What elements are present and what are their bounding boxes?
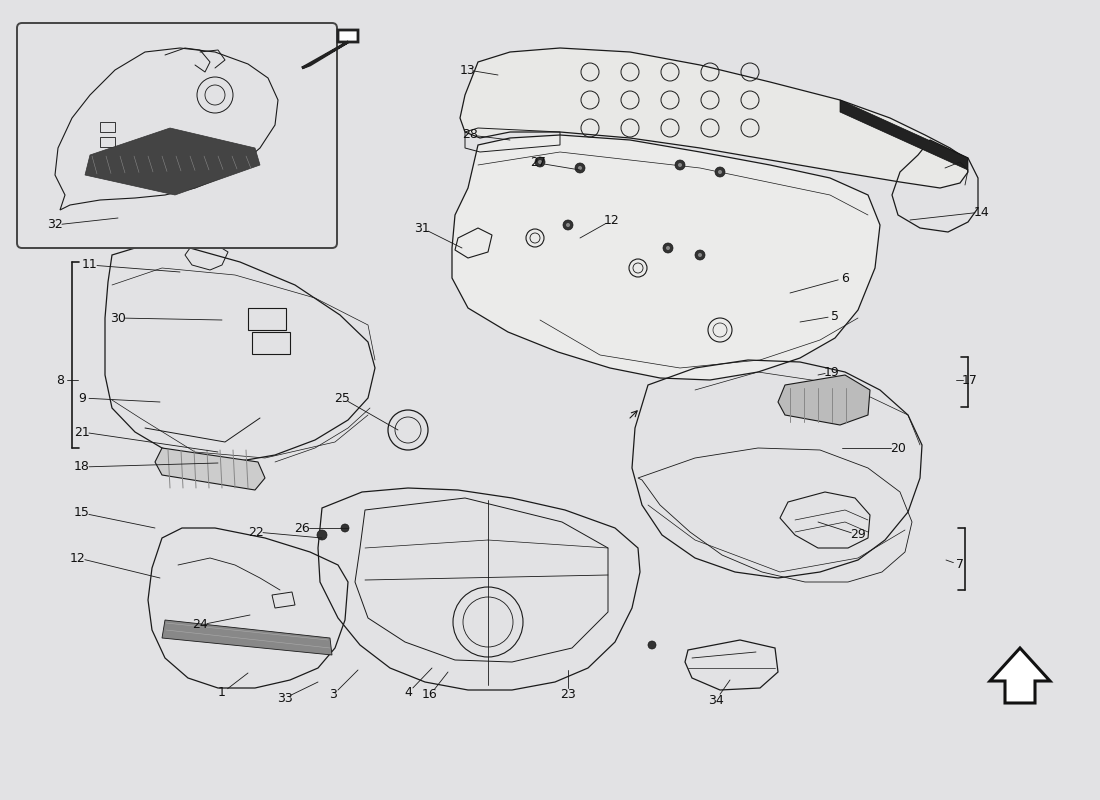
Text: 13: 13 bbox=[460, 63, 476, 77]
Circle shape bbox=[317, 530, 327, 540]
Polygon shape bbox=[302, 30, 358, 68]
Polygon shape bbox=[452, 135, 880, 380]
Circle shape bbox=[575, 163, 585, 173]
Circle shape bbox=[535, 157, 544, 167]
Text: 4: 4 bbox=[404, 686, 411, 699]
Polygon shape bbox=[460, 48, 968, 188]
Circle shape bbox=[718, 170, 722, 174]
Circle shape bbox=[578, 166, 582, 170]
FancyBboxPatch shape bbox=[16, 23, 337, 248]
Text: 8: 8 bbox=[56, 374, 64, 386]
Text: 31: 31 bbox=[414, 222, 430, 234]
Text: 19: 19 bbox=[824, 366, 840, 378]
Text: 14: 14 bbox=[975, 206, 990, 218]
Polygon shape bbox=[840, 100, 968, 170]
Text: 18: 18 bbox=[74, 461, 90, 474]
Text: 34: 34 bbox=[708, 694, 724, 706]
Polygon shape bbox=[990, 648, 1050, 703]
Circle shape bbox=[666, 246, 670, 250]
Text: 1: 1 bbox=[218, 686, 226, 699]
Text: 29: 29 bbox=[850, 529, 866, 542]
Text: 26: 26 bbox=[294, 522, 310, 534]
Polygon shape bbox=[162, 620, 332, 655]
Text: 22: 22 bbox=[249, 526, 264, 538]
Text: 33: 33 bbox=[277, 691, 293, 705]
Polygon shape bbox=[85, 128, 260, 195]
Text: 3: 3 bbox=[329, 689, 337, 702]
Text: 6: 6 bbox=[842, 271, 849, 285]
Text: 28: 28 bbox=[462, 129, 477, 142]
Circle shape bbox=[663, 243, 673, 253]
Text: 12: 12 bbox=[604, 214, 620, 226]
Text: 16: 16 bbox=[422, 689, 438, 702]
Text: 7: 7 bbox=[956, 558, 964, 571]
Text: 9: 9 bbox=[78, 391, 86, 405]
Circle shape bbox=[698, 253, 702, 257]
Text: 12: 12 bbox=[70, 551, 86, 565]
Text: 30: 30 bbox=[110, 311, 125, 325]
Text: 5: 5 bbox=[830, 310, 839, 322]
Text: 11: 11 bbox=[82, 258, 98, 271]
Text: 25: 25 bbox=[334, 391, 350, 405]
Circle shape bbox=[715, 167, 725, 177]
Polygon shape bbox=[778, 375, 870, 425]
Text: 15: 15 bbox=[74, 506, 90, 519]
Text: 23: 23 bbox=[560, 689, 576, 702]
Text: 21: 21 bbox=[74, 426, 90, 438]
Circle shape bbox=[648, 641, 656, 649]
Text: 32: 32 bbox=[47, 218, 63, 231]
Text: 27: 27 bbox=[530, 157, 546, 170]
Text: 17: 17 bbox=[962, 374, 978, 386]
Circle shape bbox=[538, 160, 542, 164]
Text: 20: 20 bbox=[890, 442, 906, 454]
Circle shape bbox=[566, 223, 570, 227]
Text: 24: 24 bbox=[192, 618, 208, 631]
Circle shape bbox=[341, 524, 349, 532]
Polygon shape bbox=[155, 448, 265, 490]
Circle shape bbox=[695, 250, 705, 260]
Circle shape bbox=[678, 163, 682, 167]
Circle shape bbox=[675, 160, 685, 170]
Circle shape bbox=[563, 220, 573, 230]
